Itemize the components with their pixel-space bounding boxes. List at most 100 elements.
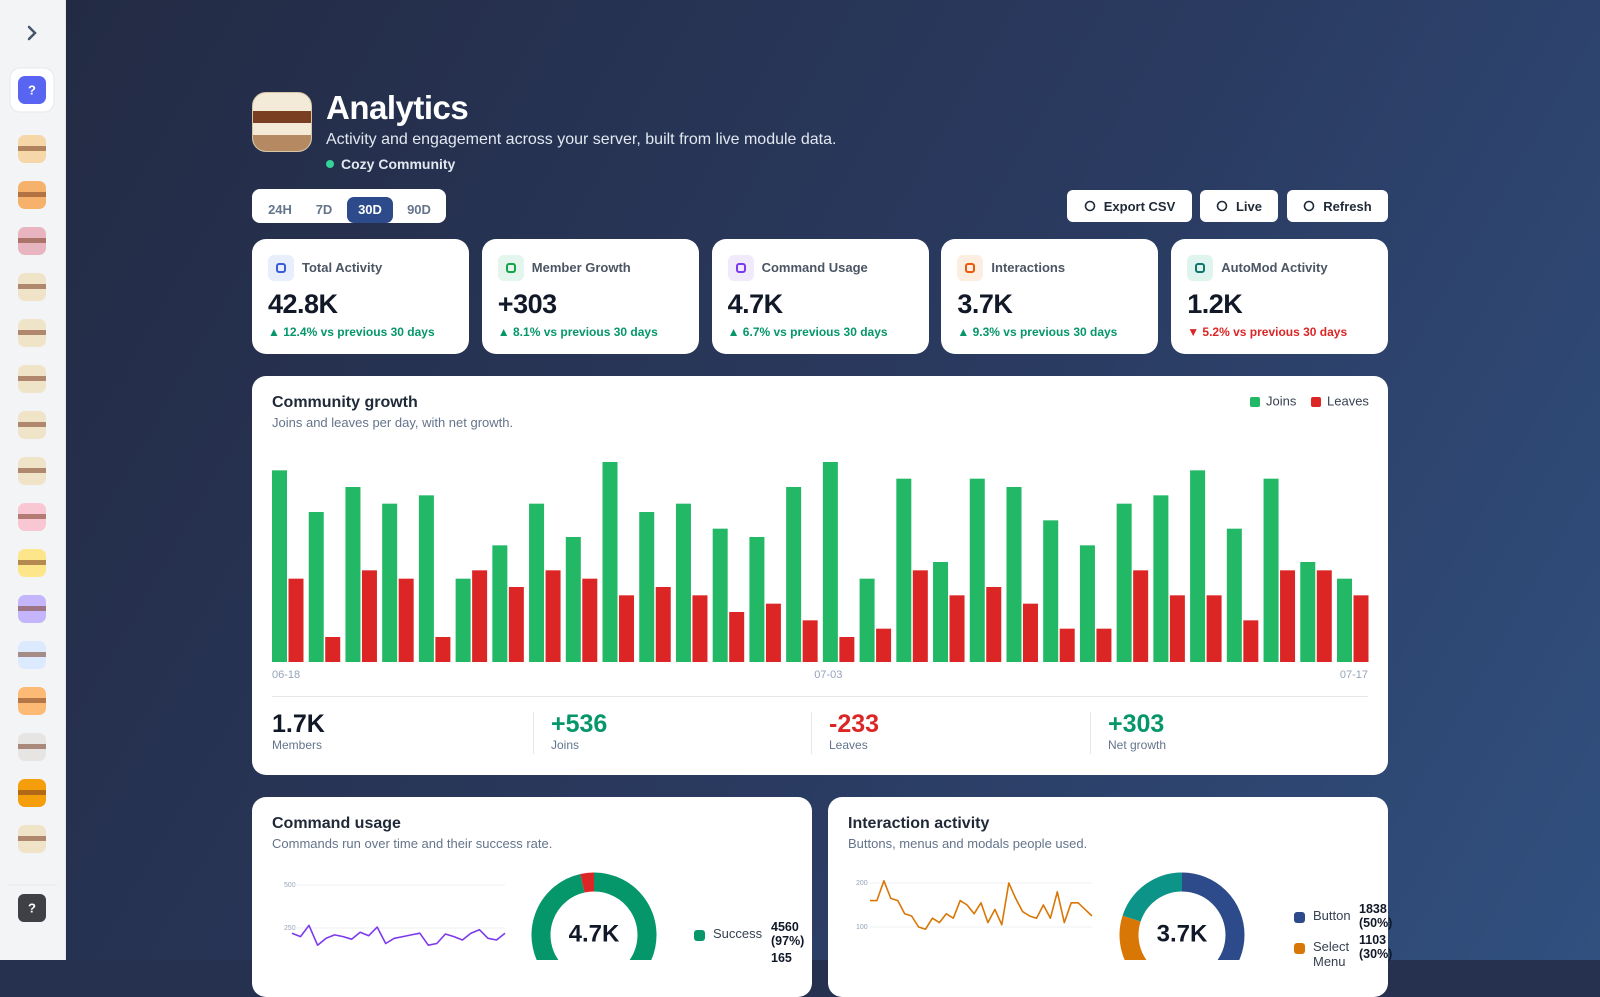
- help-icon[interactable]: [18, 894, 46, 922]
- help-icon-text: ?: [28, 900, 36, 915]
- stat-change: ▲ 12.4% vs previous 30 days: [268, 325, 435, 339]
- card-subtitle: Commands run over time and their success…: [272, 836, 553, 851]
- avatar-detail: [18, 744, 46, 749]
- bar: [1226, 528, 1242, 662]
- stat-label: Member Growth: [531, 260, 631, 275]
- y-tick-label: 250: [284, 925, 296, 932]
- range-tab[interactable]: 24H: [268, 202, 292, 217]
- bar: [1059, 628, 1075, 662]
- x-tick-label: 07-17: [1340, 669, 1368, 681]
- legend-swatch: [1250, 397, 1260, 407]
- bar: [949, 595, 965, 662]
- bar: [582, 578, 598, 662]
- legend-label: Button: [1313, 908, 1351, 923]
- avatar-detail: [18, 514, 46, 519]
- summary-value: -233: [829, 710, 880, 738]
- range-tab[interactable]: 90D: [407, 202, 431, 217]
- donut-segment: [1181, 872, 1245, 960]
- bar: [749, 537, 765, 662]
- bar: [986, 587, 1002, 662]
- server-list: [18, 135, 46, 853]
- stat-label: Total Activity: [302, 260, 383, 275]
- action-button[interactable]: Refresh: [1287, 190, 1388, 222]
- server-avatar: [252, 92, 312, 152]
- stat-label: Interactions: [991, 260, 1066, 275]
- legend-swatch: [1311, 397, 1321, 407]
- summary-label: Members: [272, 738, 323, 752]
- separator: [272, 696, 1368, 697]
- bar: [692, 595, 708, 662]
- bar: [435, 637, 451, 662]
- bar: [839, 637, 855, 662]
- bar: [802, 620, 818, 662]
- range-tab[interactable]: 30D: [347, 197, 393, 223]
- avatar-detail: [18, 652, 46, 657]
- bar: [272, 470, 287, 662]
- avatar-detail: [18, 790, 46, 795]
- button-icon: [1216, 200, 1228, 212]
- stat-label: AutoMod Activity: [1221, 260, 1328, 275]
- bar: [1190, 470, 1206, 662]
- bar: [675, 503, 691, 662]
- avatar-detail: [18, 836, 46, 841]
- range-tab[interactable]: 7D: [315, 202, 333, 217]
- avatar-detail: [18, 422, 46, 427]
- bar: [418, 495, 434, 662]
- bar: [1280, 570, 1296, 662]
- avatar-detail: [18, 698, 46, 703]
- card-subtitle: Joins and leaves per day, with net growt…: [272, 415, 514, 430]
- bar: [1263, 478, 1279, 662]
- stat-change: ▲ 6.7% vs previous 30 days: [727, 325, 888, 339]
- y-tick-label: 500: [284, 882, 296, 889]
- bar: [345, 487, 361, 662]
- button-icon: [1303, 200, 1315, 212]
- bar: [822, 462, 838, 662]
- server-icon-text: ?: [28, 82, 36, 97]
- server-icon[interactable]: [18, 76, 46, 104]
- bar: [529, 503, 545, 662]
- bar: [786, 487, 802, 662]
- donut-segment: [1122, 872, 1183, 922]
- bar: [1153, 495, 1169, 662]
- action-button[interactable]: Export CSV: [1067, 190, 1192, 222]
- bar: [361, 570, 377, 662]
- stat-icon: [727, 255, 754, 281]
- summary-divider: [1090, 712, 1091, 754]
- range-tabs: 24H 7D 30D 90D: [252, 189, 446, 223]
- summary-value: +303: [1108, 710, 1165, 738]
- x-tick-label: 07-03: [814, 669, 842, 681]
- stat-change: ▲ 8.1% vs previous 30 days: [497, 325, 658, 339]
- donut-segment: [531, 872, 657, 960]
- collapse-icon[interactable]: [27, 25, 37, 41]
- avatar-detail: [18, 238, 46, 243]
- bar: [896, 478, 912, 662]
- bar: [933, 562, 949, 662]
- y-tick-label: 100: [856, 924, 868, 931]
- page-title: Analytics: [326, 89, 469, 126]
- sidebar-icons: ? ?: [8, 25, 57, 922]
- stat-card: Total Activity 42.8K ▲ 12.4% vs previous 3…: [252, 239, 469, 354]
- stat-icon: [1187, 255, 1214, 281]
- avatar-detail: [18, 468, 46, 473]
- line: [291, 924, 506, 946]
- bar: [1300, 562, 1316, 662]
- summary-label: Joins: [551, 738, 580, 752]
- bar: [492, 545, 508, 662]
- bar: [1006, 487, 1022, 662]
- bar: [455, 578, 471, 662]
- bar: [876, 628, 892, 662]
- button-icon: [1084, 200, 1096, 212]
- action-button[interactable]: Live: [1200, 190, 1278, 222]
- bar: [1353, 595, 1369, 662]
- stat-icon-glyph: [735, 263, 746, 273]
- summary-label: Net growth: [1108, 738, 1167, 752]
- bar: [729, 612, 745, 662]
- stat-card: Command Usage 4.7K ▲ 6.7% vs previous 30 d…: [711, 239, 929, 354]
- avatar-stripe: [253, 111, 311, 123]
- avatar-detail: [18, 330, 46, 335]
- donut-center: 4.7K: [569, 920, 620, 947]
- bar: [1206, 595, 1222, 662]
- stat-icon-glyph: [505, 263, 516, 273]
- stat-icon-glyph: [1195, 263, 1206, 273]
- bar: [508, 587, 524, 662]
